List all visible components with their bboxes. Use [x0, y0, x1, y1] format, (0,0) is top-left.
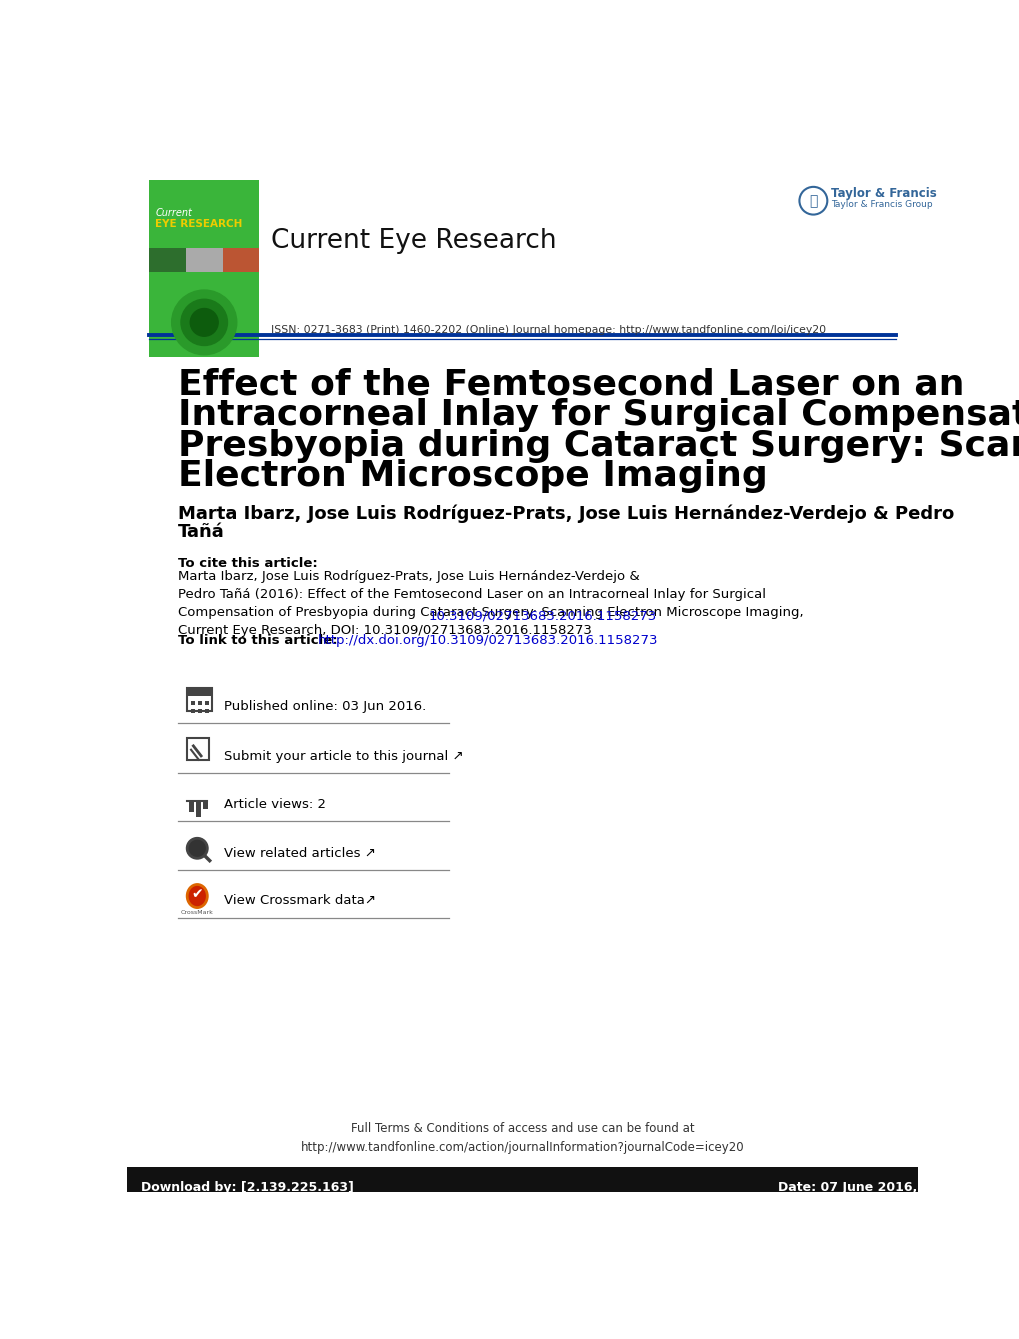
- Text: ⛵: ⛵: [808, 194, 817, 208]
- Text: Current: Current: [155, 208, 193, 218]
- Text: CrossMark: CrossMark: [180, 911, 213, 915]
- Bar: [186, 248, 222, 272]
- Text: Date: 07 June 2016, At: 07:26: Date: 07 June 2016, At: 07:26: [777, 1181, 986, 1194]
- Text: View Crossmark data↗: View Crossmark data↗: [224, 894, 376, 908]
- Text: Download by: [2.139.225.163]: Download by: [2.139.225.163]: [142, 1181, 354, 1194]
- Bar: [149, 265, 259, 358]
- Text: Article views: 2: Article views: 2: [224, 798, 326, 811]
- Bar: [187, 738, 209, 759]
- Ellipse shape: [187, 885, 207, 908]
- Bar: [196, 801, 201, 817]
- Text: Current Eye Research: Current Eye Research: [271, 229, 556, 254]
- Text: Published online: 03 Jun 2016.: Published online: 03 Jun 2016.: [224, 700, 426, 712]
- Bar: [205, 702, 209, 706]
- Text: Marta Ibarz, Jose Luis Rodríguez-Prats, Jose Luis Hernández-Verdejo &
Pedro Tañá: Marta Ibarz, Jose Luis Rodríguez-Prats, …: [177, 569, 803, 636]
- Circle shape: [180, 300, 227, 345]
- Text: Electron Microscope Imaging: Electron Microscope Imaging: [177, 459, 767, 494]
- Bar: [191, 702, 195, 706]
- Text: View related articles ↗: View related articles ↗: [224, 846, 376, 860]
- Text: http://dx.doi.org/10.3109/02713683.2016.1158273: http://dx.doi.org/10.3109/02713683.2016.…: [317, 635, 657, 647]
- Text: ✔: ✔: [192, 888, 203, 901]
- Text: Submit your article to this journal ↗: Submit your article to this journal ↗: [224, 750, 464, 763]
- Text: Intracorneal Inlay for Surgical Compensation of: Intracorneal Inlay for Surgical Compensa…: [177, 398, 1019, 432]
- Bar: [149, 248, 186, 272]
- Circle shape: [171, 291, 236, 355]
- Bar: [222, 248, 259, 272]
- Text: Tañá: Tañá: [177, 522, 224, 541]
- Text: Marta Ibarz, Jose Luis Rodríguez-Prats, Jose Luis Hernández-Verdejo & Pedro: Marta Ibarz, Jose Luis Rodríguez-Prats, …: [177, 505, 953, 524]
- Bar: [189, 801, 194, 811]
- Bar: [187, 688, 212, 711]
- Bar: [203, 801, 208, 809]
- Bar: [191, 708, 195, 712]
- Circle shape: [191, 308, 218, 336]
- Bar: [205, 708, 209, 712]
- Bar: [187, 688, 212, 696]
- Text: To cite this article:: To cite this article:: [177, 557, 317, 570]
- Bar: [127, 1168, 917, 1192]
- Text: Full Terms & Conditions of access and use can be found at
http://www.tandfonline: Full Terms & Conditions of access and us…: [301, 1122, 744, 1154]
- Text: To link to this article:: To link to this article:: [177, 635, 346, 647]
- Bar: [198, 702, 202, 706]
- Text: EYE RESEARCH: EYE RESEARCH: [155, 218, 243, 229]
- Bar: [149, 179, 259, 311]
- Text: Taylor & Francis Group: Taylor & Francis Group: [830, 200, 932, 209]
- Text: Taylor & Francis: Taylor & Francis: [830, 186, 936, 200]
- Text: 10.3109/02713683.2016.1158273: 10.3109/02713683.2016.1158273: [428, 609, 656, 623]
- Text: Effect of the Femtosecond Laser on an: Effect of the Femtosecond Laser on an: [177, 367, 963, 402]
- Text: ISSN: 0271-3683 (Print) 1460-2202 (Online) Journal homepage: http://www.tandfonl: ISSN: 0271-3683 (Print) 1460-2202 (Onlin…: [271, 324, 825, 335]
- Text: Presbyopia during Cataract Surgery: Scanning: Presbyopia during Cataract Surgery: Scan…: [177, 428, 1019, 463]
- Circle shape: [187, 838, 207, 858]
- Bar: [198, 708, 202, 712]
